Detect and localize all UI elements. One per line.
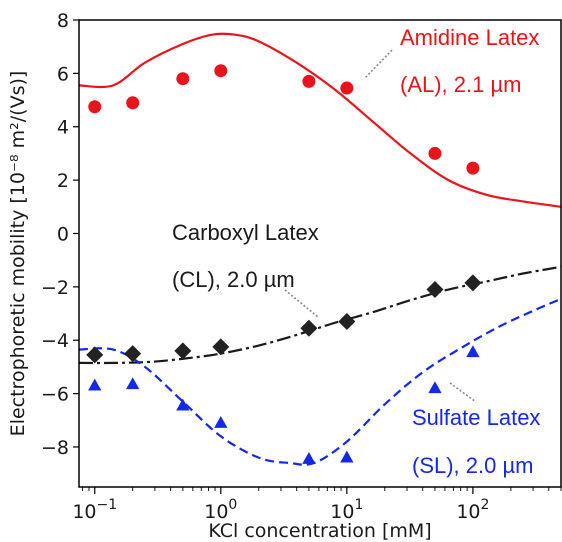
- y-tick-label: 2: [57, 170, 69, 192]
- y-tick-label: −6: [41, 384, 69, 406]
- x-tick-label: 102: [456, 497, 489, 523]
- marker-triangle: [340, 450, 354, 463]
- fit-curve-2: [78, 265, 562, 365]
- fit-curve-3: [78, 297, 562, 466]
- y-tick-label: −2: [41, 277, 69, 299]
- x-tick-label: 101: [330, 497, 363, 523]
- marker-circle: [214, 64, 228, 78]
- marker-circle: [466, 161, 480, 175]
- annotation-line1: Sulfate Latex: [412, 405, 540, 430]
- leader-line: [364, 49, 393, 79]
- data-markers: [86, 64, 482, 464]
- annotations: Amidine Latex (AL), 2.1 µm Carboxyl Latex (…: [172, 25, 540, 478]
- x-tick-label: 100: [204, 497, 237, 523]
- marker-triangle: [466, 345, 480, 358]
- marker-triangle: [302, 451, 316, 464]
- marker-circle: [176, 72, 190, 86]
- plot-frame: [78, 19, 562, 488]
- x-axis-label: KCl concentration [mM]: [208, 520, 431, 542]
- annotation-line2: (SL), 2.0 µm: [412, 453, 533, 478]
- marker-triangle: [88, 378, 102, 391]
- leader-line: [284, 289, 319, 318]
- marker-diamond: [464, 274, 482, 292]
- y-tick-label: −4: [41, 330, 69, 352]
- marker-circle: [428, 146, 442, 160]
- marker-diamond: [426, 281, 444, 299]
- marker-triangle: [428, 381, 442, 394]
- marker-diamond: [300, 319, 318, 337]
- x-tick-label: 10−1: [72, 497, 117, 523]
- y-tick-label: 8: [57, 10, 69, 32]
- fit-curve-1: [78, 32, 562, 208]
- marker-diamond: [86, 346, 104, 364]
- marker-triangle: [176, 398, 190, 411]
- annotation-line2: (CL), 2.0 µm: [172, 267, 295, 292]
- annotation-line1: Carboxyl Latex: [172, 220, 319, 245]
- annotation-line1: Amidine Latex: [400, 25, 539, 50]
- marker-triangle: [126, 377, 140, 390]
- y-axis-ticks: 8 6 4 2 0 −2 −4 −6 −8: [41, 10, 79, 459]
- y-axis-label: Electrophoretic mobility [10⁻⁸ m²/(Vs)]: [7, 71, 29, 437]
- leader-line: [449, 382, 477, 403]
- y-tick-label: 0: [57, 223, 69, 245]
- marker-circle: [302, 74, 316, 88]
- marker-circle: [88, 100, 102, 114]
- y-tick-label: 6: [57, 63, 69, 85]
- annotation-line2: (AL), 2.1 µm: [400, 72, 521, 97]
- marker-circle: [340, 81, 354, 95]
- marker-triangle: [214, 415, 228, 428]
- y-tick-label: 4: [57, 117, 69, 139]
- marker-diamond: [124, 345, 142, 363]
- marker-diamond: [212, 338, 230, 356]
- marker-diamond: [338, 313, 356, 331]
- marker-circle: [126, 96, 140, 110]
- fit-curves: [78, 32, 562, 466]
- marker-diamond: [174, 342, 192, 360]
- annotation-leaders: [284, 49, 477, 403]
- x-axis-ticks: 10−1 100 101 102: [72, 487, 562, 523]
- y-tick-label: −8: [41, 437, 69, 459]
